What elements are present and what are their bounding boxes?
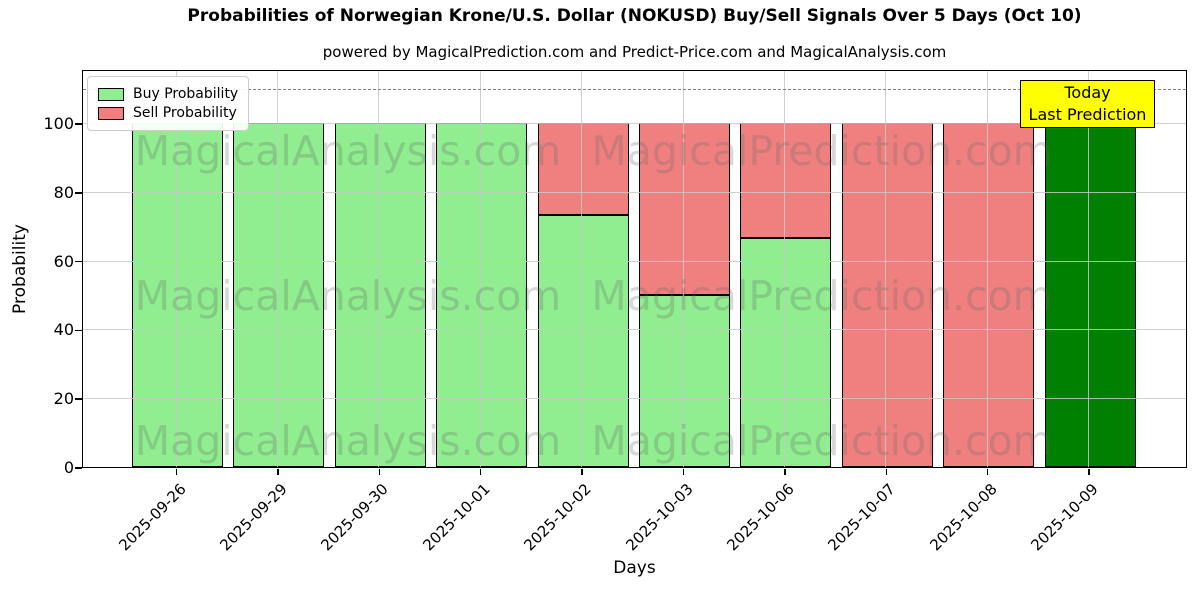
chart-subtitle: powered by MagicalPrediction.com and Pre… [322, 43, 947, 61]
watermark-text: MagicalPrediction.com [591, 127, 1053, 175]
x-tick-mark-icon [682, 468, 685, 475]
x-tick-mark-icon [175, 468, 178, 475]
v-gridline [175, 71, 177, 467]
legend-label-buy: Buy Probability [133, 86, 239, 102]
y-tick-mark-icon [75, 260, 82, 263]
v-gridline [479, 71, 481, 467]
legend-item-sell: Sell Probability [98, 105, 238, 121]
bar-segment-buy [233, 123, 325, 467]
v-gridline [682, 71, 684, 467]
bar-segment-buy [132, 123, 223, 467]
bar-segment-sell [639, 123, 730, 296]
x-tick-mark-icon [479, 468, 482, 475]
bar-segment-buy [436, 123, 528, 467]
legend-item-buy: Buy Probability [98, 86, 238, 102]
bar-segment-buy [1044, 123, 1136, 467]
x-tick-label: 2025-10-01 [419, 480, 494, 555]
y-tick-label: 60 [53, 251, 74, 271]
h-gridline [83, 329, 1186, 331]
x-tick-label: 2025-09-29 [216, 480, 291, 555]
x-tick-label: 2025-10-07 [824, 480, 900, 555]
x-tick-mark-icon [784, 468, 786, 475]
watermark-text: MagicalPrediction.com [591, 417, 1053, 465]
x-tick-mark-icon [986, 468, 989, 475]
today-line-1: Today [1064, 83, 1111, 102]
x-tick-mark-icon [885, 468, 888, 475]
y-tick-mark-icon [75, 398, 82, 400]
y-tick-mark-icon [75, 329, 82, 332]
x-tick-mark-icon [581, 468, 583, 475]
y-tick-mark-icon [75, 123, 82, 125]
bar-segment-sell [740, 123, 832, 238]
y-tick-label: 0 [63, 458, 74, 477]
watermark-text: MagicalAnalysis.com [134, 417, 562, 465]
bar-segment-buy [740, 237, 832, 467]
buy-swatch-icon [98, 87, 124, 101]
y-tick-mark-icon [75, 467, 82, 469]
x-tick-label: 2025-09-30 [317, 480, 393, 555]
x-tick-label: 2025-09-26 [114, 480, 190, 555]
x-tick-label: 2025-10-06 [723, 480, 798, 555]
x-axis-title: Days [613, 558, 656, 578]
watermark-text: MagicalPrediction.com [591, 272, 1053, 320]
v-gridline [581, 71, 583, 467]
bar-segment-buy [537, 214, 629, 467]
h-gridline [83, 398, 1186, 400]
bar-segment-buy [639, 295, 730, 467]
v-gridline [986, 71, 988, 467]
v-gridline [783, 71, 785, 467]
x-tick-label: 2025-10-08 [926, 480, 1001, 555]
today-annotation-box: Today Last Prediction [1020, 80, 1155, 128]
legend: Buy Probability Sell Probability [87, 76, 250, 131]
y-tick-label: 40 [53, 320, 74, 340]
bar-segment-sell [537, 123, 629, 215]
y-tick-label: 100 [43, 114, 74, 133]
y-tick-mark-icon [75, 192, 82, 194]
v-gridline [1088, 71, 1090, 467]
legend-label-sell: Sell Probability [133, 105, 237, 121]
h-gridline [83, 260, 1186, 262]
x-tick-mark-icon [1088, 468, 1090, 475]
x-tick-label: 2025-10-03 [621, 480, 697, 555]
sell-swatch-icon [98, 106, 124, 120]
h-gridline [83, 191, 1186, 193]
x-tick-mark-icon [378, 468, 381, 475]
y-tick-label: 20 [53, 389, 74, 409]
y-tick-label: 80 [53, 182, 74, 202]
upper-dashed-line [83, 88, 1186, 90]
v-gridline [885, 71, 887, 467]
bar-segment-sell [943, 123, 1035, 467]
x-tick-label: 2025-10-09 [1027, 480, 1102, 555]
bar-segment-buy [334, 123, 426, 467]
v-gridline [378, 71, 380, 467]
v-gridline [276, 71, 278, 467]
watermark-text: MagicalAnalysis.com [134, 127, 562, 175]
watermark-text: MagicalAnalysis.com [134, 272, 562, 320]
plot-area: Buy Probability Sell Probability Today L… [82, 70, 1187, 468]
h-gridline [83, 123, 1186, 124]
chart-title: Probabilities of Norwegian Krone/U.S. Do… [187, 6, 1082, 26]
today-line-2: Last Prediction [1028, 105, 1147, 124]
x-tick-mark-icon [277, 468, 279, 475]
x-tick-label: 2025-10-02 [520, 480, 595, 555]
bar-segment-sell [841, 123, 933, 467]
